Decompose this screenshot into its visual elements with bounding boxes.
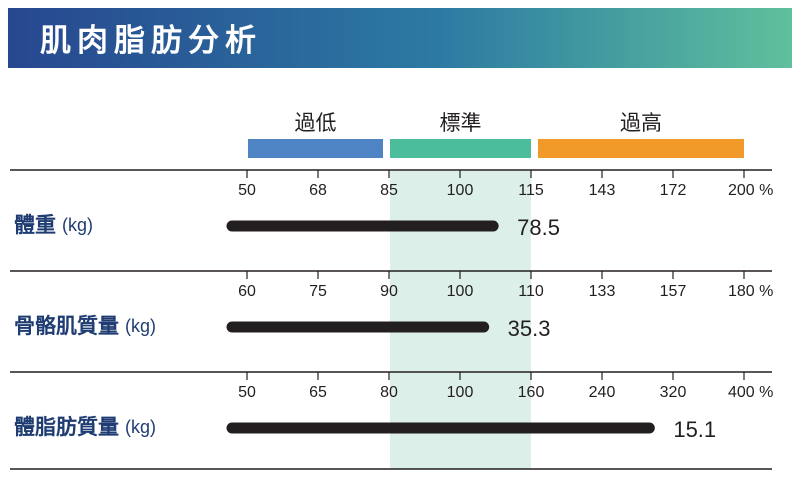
value-label: 78.5 (517, 215, 560, 240)
category-bar-normal (390, 139, 531, 158)
row-name: 體重 (14, 213, 56, 237)
tick-label: 320 (660, 384, 687, 401)
tick-label: 50 (238, 182, 256, 199)
category-header: 過低 標準 過高 (248, 111, 744, 158)
tick-label: 400 % (728, 384, 773, 401)
row-unit: (kg) (62, 215, 93, 235)
chart-rows: 50 68 85 100 115 143 172 200 % 體重 (kg) 78.5 60 75 90 1… (10, 169, 773, 470)
tick-label: 100 (447, 283, 474, 300)
title-banner: 肌肉脂肪分析 (8, 8, 792, 68)
tick-label: 100 (447, 182, 474, 199)
tick-label: 160 (518, 384, 545, 401)
category-label-normal: 標準 (440, 111, 482, 135)
tick-label: 172 (660, 182, 687, 199)
title-banner-background (8, 8, 792, 68)
row-unit: (kg) (125, 316, 156, 336)
value-label: 35.3 (508, 316, 551, 341)
tick-label: 100 (447, 384, 474, 401)
tick-label: 80 (380, 384, 398, 401)
category-bar-over (538, 139, 744, 158)
row-1: 50 68 85 100 115 143 172 200 % 體重 (kg) 78.5 (10, 169, 773, 240)
tick-label: 60 (238, 283, 256, 300)
row-name: 體脂肪質量 (14, 415, 119, 439)
value-label: 15.1 (673, 417, 716, 442)
tick-label: 85 (380, 182, 398, 199)
tick-label: 180 % (728, 283, 773, 300)
tick-label: 200 % (728, 182, 773, 199)
tick-label: 110 (518, 283, 544, 300)
row-2: 60 75 90 100 110 133 157 180 % 骨骼肌質量 (kg) 35.3 (10, 270, 773, 341)
category-bar-under (248, 139, 383, 158)
tick-label: 157 (660, 283, 687, 300)
tick-label: 65 (309, 384, 327, 401)
tick-label: 133 (589, 283, 616, 300)
tick-label: 143 (589, 182, 616, 199)
row-3: 50 65 80 100 160 240 320 400 % 體脂肪質量 (kg) 15.1 (10, 371, 773, 442)
tick-label: 68 (309, 182, 327, 199)
row-name: 骨骼肌質量 (14, 314, 119, 338)
page-title: 肌肉脂肪分析 (40, 23, 262, 59)
tick-label: 240 (589, 384, 616, 401)
row-unit: (kg) (125, 417, 156, 437)
tick-label: 75 (309, 283, 327, 300)
tick-label: 115 (518, 182, 544, 199)
category-label-over: 過高 (620, 111, 662, 135)
tick-label: 50 (238, 384, 256, 401)
category-label-under: 過低 (295, 111, 337, 135)
tick-label: 90 (380, 283, 398, 300)
